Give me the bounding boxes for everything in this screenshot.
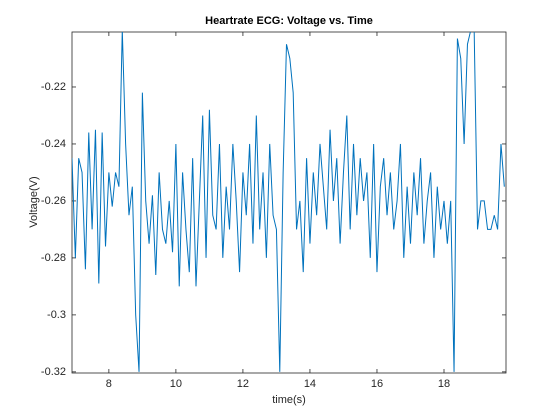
y-tick-label: -0.28 [41,252,66,264]
x-axis-label: time(s) [272,394,306,406]
x-tick-label: 18 [438,378,450,390]
plot-box [71,31,507,374]
y-tick-label: -0.32 [41,366,66,378]
y-tick-label: -0.3 [47,309,66,321]
chart-title: Heartrate ECG: Voltage vs. Time [205,15,373,27]
x-tick-label: 8 [106,378,112,390]
y-tick-label: -0.22 [41,81,66,93]
y-tick-label: -0.24 [41,138,66,150]
x-tick-label: 16 [371,378,383,390]
x-tick-label: 10 [170,378,182,390]
line-series [72,32,505,372]
x-tick-label: 12 [237,378,249,390]
y-tick-label: -0.26 [41,195,66,207]
x-tick-label: 14 [304,378,316,390]
y-axis-label: Voltage(V) [28,176,40,227]
